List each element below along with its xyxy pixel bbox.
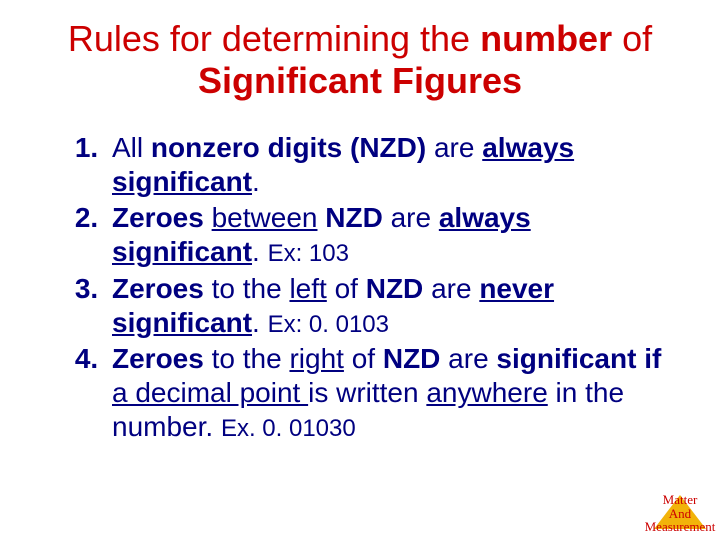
logo-line3: Measurement <box>645 519 716 534</box>
title-line1-post: of <box>612 18 652 59</box>
rule-1: All nonzero digits (NZD) are always sign… <box>106 131 670 199</box>
rule-2: Zeroes between NZD are always significan… <box>106 201 670 269</box>
r3-b2: NZD <box>366 273 431 304</box>
r2-ex: Ex: 103 <box>268 240 349 267</box>
r4-u1: right <box>289 343 343 374</box>
r2-b2: NZD <box>325 202 390 233</box>
r1-mid1: are <box>434 132 482 163</box>
title-line1-pre: Rules for determining the <box>68 18 480 59</box>
slide-title: Rules for determining the number of Sign… <box>0 0 720 103</box>
r4-b2: NZD <box>383 343 448 374</box>
r4-mid2: of <box>344 343 383 374</box>
r1-tail: . <box>252 166 260 197</box>
r3-u1: left <box>289 273 326 304</box>
r4-b3: significant if <box>496 343 661 374</box>
title-line1-bold: number <box>480 18 612 59</box>
r1-b1: nonzero digits (NZD) <box>151 132 434 163</box>
rules-list-container: All nonzero digits (NZD) are always sign… <box>0 103 720 444</box>
r2-sp1 <box>204 202 212 233</box>
r2-b1: Zeroes <box>112 202 204 233</box>
rule-4: Zeroes to the right of NZD are significa… <box>106 342 670 444</box>
logo-text: Matter And Measurement <box>640 493 720 534</box>
r4-u3: anywhere <box>426 377 547 408</box>
title-line2: Significant Figures <box>198 60 522 101</box>
r4-b1: Zeroes <box>112 343 204 374</box>
r2-mid1: are <box>391 202 439 233</box>
r1-pre: All <box>112 132 151 163</box>
r2-u1: between <box>212 202 318 233</box>
slide: Rules for determining the number of Sign… <box>0 0 720 540</box>
r4-u2: a decimal point <box>112 377 308 408</box>
r3-mid3: are <box>431 273 479 304</box>
r4-mid4: is written <box>308 377 426 408</box>
r3-mid2: of <box>327 273 366 304</box>
r4-mid3: are <box>448 343 496 374</box>
footer-logo: Matter And Measurement <box>640 459 720 534</box>
r2-tail: . <box>252 236 268 267</box>
rule-3: Zeroes to the left of NZD are never sign… <box>106 272 670 340</box>
rules-list: All nonzero digits (NZD) are always sign… <box>50 131 670 444</box>
r4-mid1: to the <box>204 343 290 374</box>
r4-ex: Ex. 0. 01030 <box>221 415 356 442</box>
r3-mid1: to the <box>204 273 290 304</box>
r3-ex: Ex: 0. 0103 <box>268 311 389 338</box>
r3-b1: Zeroes <box>112 273 204 304</box>
r3-tail: . <box>252 307 268 338</box>
